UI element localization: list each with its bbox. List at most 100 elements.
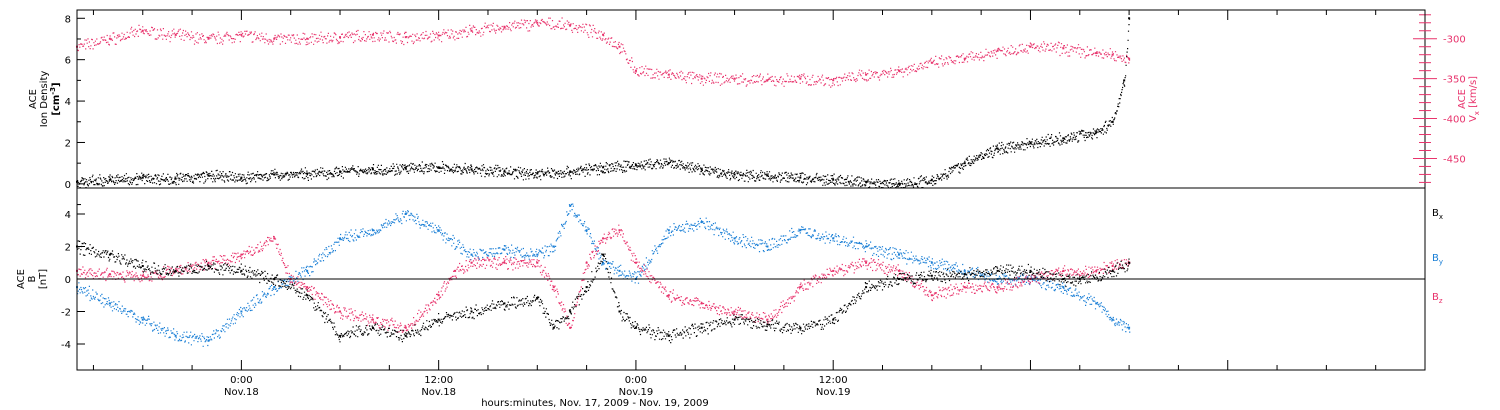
bx-point-36: [1128, 261, 1131, 264]
density-tick-label-2: 4: [65, 97, 71, 108]
bz-point-5: [240, 253, 243, 256]
velocity-axis-label-line2: Vx [km/s]: [1468, 76, 1481, 122]
density-point-20: [733, 173, 736, 176]
date-tick-label-3: Nov.19: [816, 387, 851, 398]
velocity-point-30: [1029, 45, 1032, 48]
density-point-14: [536, 172, 539, 175]
bz-point-33: [996, 286, 999, 289]
b-axis-label-line1: ACE: [16, 269, 27, 289]
b-tick-label-2: 0: [65, 275, 71, 286]
velocity-point-31: [1062, 47, 1065, 50]
time-tick-label-3: 12:00: [819, 375, 848, 386]
density-point-15: [569, 170, 572, 173]
bz-point-22: [634, 261, 637, 264]
velocity-tick-label-3: -450: [1443, 154, 1466, 165]
by-point-9: [371, 229, 374, 232]
by-point-24: [766, 245, 769, 248]
density-axis: 0 2 4 6 8: [65, 14, 85, 206]
series-by: [76, 203, 1131, 347]
density-point-33: [1123, 79, 1126, 82]
density-axis-label-line1: ACE: [28, 89, 39, 109]
bx-point-8: [339, 334, 342, 337]
x-axis-label: hours:minutes, Nov. 17, 2009 - Nov. 19, …: [481, 398, 709, 409]
by-point-8: [339, 237, 342, 240]
velocity-tick-label-0: -300: [1443, 35, 1466, 46]
bz-point-32: [963, 286, 966, 289]
velocity-point-7: [306, 37, 309, 40]
bx-point-2: [141, 265, 144, 267]
bz-point-15: [503, 261, 506, 264]
legend-by: By: [1432, 253, 1443, 266]
density-point-10: [404, 167, 407, 170]
bz-point-25: [733, 310, 736, 313]
by-point-21: [667, 229, 670, 232]
bz-point-17: [552, 286, 555, 289]
density-tick-label-0: 0: [65, 180, 71, 191]
density-point-1: [108, 178, 111, 181]
bz-point-26: [766, 318, 769, 321]
density-point-5: [240, 176, 243, 179]
velocity-point-33: [1111, 53, 1114, 56]
density-tick-label-4: 8: [65, 14, 71, 25]
density-point-26: [930, 178, 933, 181]
bz-point-2: [141, 274, 144, 277]
date-tick-label-0: Nov.18: [224, 387, 259, 398]
by-point-23: [733, 237, 736, 240]
velocity-point-15: [569, 24, 572, 27]
series-velocity: [76, 17, 1131, 88]
legend: Bx By Bz: [1432, 208, 1443, 305]
velocity-axis: -300 -350 -400 -450: [1413, 14, 1466, 183]
bz-point-16: [536, 261, 539, 264]
density-point-16: [602, 166, 605, 169]
bz-point-24: [700, 302, 703, 305]
by-point-14: [536, 253, 539, 256]
b-tick-label-3: 2: [65, 243, 71, 254]
bx-point-26: [832, 318, 835, 321]
by-point-29: [930, 261, 933, 264]
velocity-point-9: [371, 33, 374, 36]
top-panel: 0 2 4 6 8 -300 -350 -400 -450 ACE Ion Density […: [28, 9, 1481, 206]
velocity-point-23: [799, 77, 802, 80]
velocity-point-21: [733, 77, 736, 80]
density-point-17: [634, 164, 637, 167]
density-point-3: [174, 177, 177, 180]
bx-point-19: [618, 310, 621, 313]
bx-point-23: [733, 318, 736, 321]
bx-point-32: [1029, 269, 1032, 272]
bx-point-29: [930, 274, 933, 277]
by-point-5: [240, 310, 243, 313]
bz-point-4: [207, 261, 210, 264]
velocity-axis-label-line1: ACE: [1457, 89, 1468, 109]
velocity-point-25: [865, 73, 868, 76]
bx-point-27: [865, 286, 868, 289]
density-point-24: [865, 180, 868, 183]
density-tick-label-1: 2: [65, 138, 71, 149]
density-point-25: [897, 182, 900, 185]
velocity-point-29: [996, 49, 999, 52]
b-tick-label-0: -4: [61, 340, 71, 351]
bz-point-19: [585, 261, 588, 264]
bz-point-12: [437, 294, 440, 297]
legend-bz: Bz: [1432, 292, 1443, 305]
legend-bx: Bx: [1432, 208, 1443, 221]
velocity-point-24: [832, 79, 835, 82]
bz-point-27: [799, 286, 802, 289]
bx-point-24: [766, 323, 769, 326]
bz-point-36: [1095, 269, 1098, 272]
series-density: [76, 17, 1131, 189]
bz-point-8: [306, 286, 309, 289]
velocity-trace: [77, 17, 1131, 88]
b-axis-label: ACE B [nT]: [16, 269, 49, 289]
by-point-6: [273, 286, 276, 289]
density-point-34: [1128, 17, 1131, 20]
by-point-7: [306, 269, 309, 272]
velocity-tick-label-2: -400: [1443, 115, 1466, 126]
bz-point-10: [371, 318, 374, 321]
density-point-7: [306, 172, 309, 175]
velocity-point-2: [141, 29, 144, 32]
time-axis: 0:00Nov.1812:00Nov.180:00Nov.1912:00Nov.…: [92, 10, 1426, 398]
bz-point-28: [832, 269, 835, 272]
bz-point-29: [865, 261, 868, 264]
